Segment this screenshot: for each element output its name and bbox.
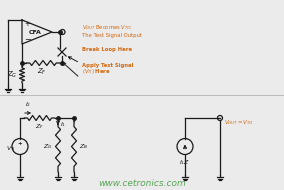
- Text: $V_{OUT} = V_{TO}$: $V_{OUT} = V_{TO}$: [224, 119, 254, 127]
- Text: $V_{TI}$: $V_{TI}$: [6, 144, 16, 153]
- Text: CFA: CFA: [29, 29, 41, 35]
- Text: −: −: [24, 36, 31, 44]
- Text: $Z_F$: $Z_F$: [35, 122, 43, 131]
- Text: $I_2$: $I_2$: [25, 100, 31, 109]
- Text: Apply Test Signal: Apply Test Signal: [82, 63, 133, 67]
- Text: +: +: [18, 141, 22, 146]
- Text: Break Loop Here: Break Loop Here: [82, 48, 132, 52]
- Text: $I_1$: $I_1$: [60, 120, 66, 129]
- Text: www.cetronics.com: www.cetronics.com: [98, 178, 186, 188]
- Text: $Z_B$: $Z_B$: [79, 142, 88, 151]
- Text: $(V_{TI})$ Here: $(V_{TI})$ Here: [82, 67, 111, 77]
- Text: $Z_G$: $Z_G$: [43, 142, 53, 151]
- Text: +: +: [24, 21, 30, 27]
- Text: The Test Signal Output: The Test Signal Output: [82, 32, 142, 37]
- Text: $Z_G$: $Z_G$: [7, 69, 17, 80]
- Text: $I_1Z$: $I_1Z$: [179, 158, 191, 167]
- Text: $V_{OUT}$ Becomes $V_{TO}$:: $V_{OUT}$ Becomes $V_{TO}$:: [82, 24, 133, 32]
- Text: $Z_F$: $Z_F$: [37, 67, 47, 77]
